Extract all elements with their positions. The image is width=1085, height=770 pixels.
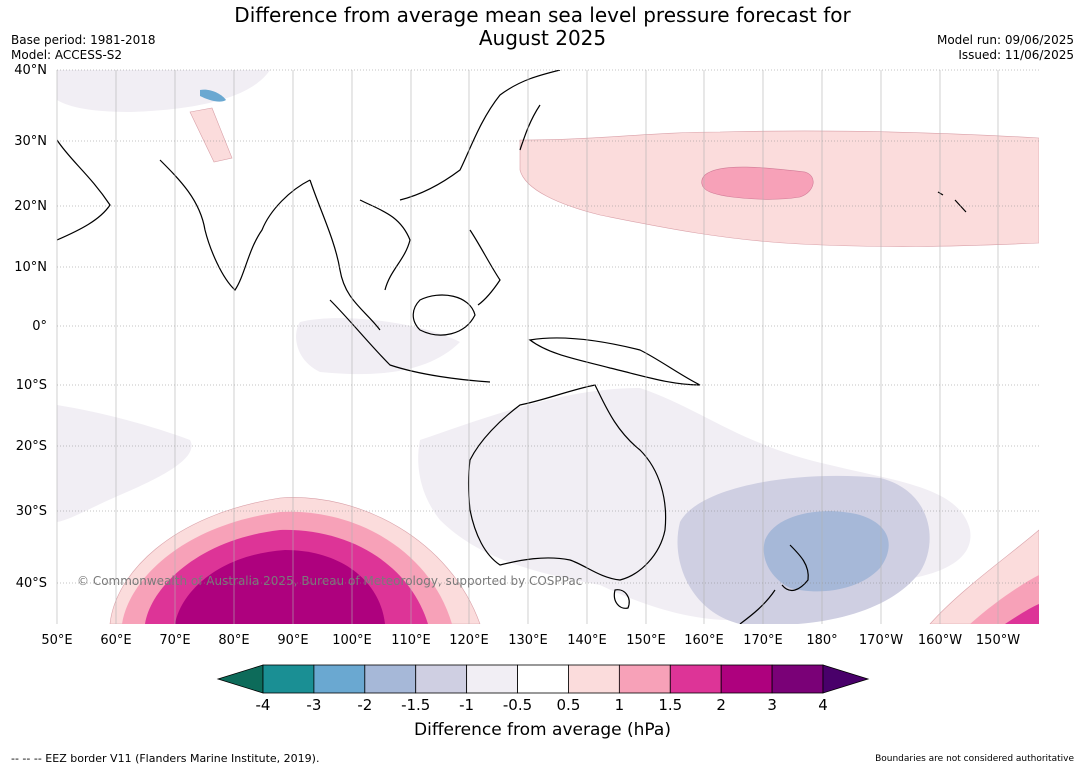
coast-nz-north: [781, 544, 809, 592]
lat-label: 10°S: [16, 378, 47, 393]
colorbar-tick-label: 4: [818, 696, 828, 714]
coast-sumatra-java: [329, 299, 491, 383]
colorbar-tick-labels: -4 -3 -2 -1.5 -1 -0.5 0.5 1 1.5 2 3 4: [256, 696, 828, 714]
lon-label: 130°E: [508, 633, 548, 648]
coast-arabia: [57, 139, 111, 241]
lat-label: 20°S: [16, 439, 47, 454]
lon-label: 160°E: [684, 633, 724, 648]
colorbar-segment: [618, 664, 671, 694]
lon-label: 120°E: [449, 633, 489, 648]
colorbar-tick-label: 3: [767, 696, 777, 714]
lon-label: 170°E: [743, 633, 783, 648]
lat-label: 10°N: [14, 260, 47, 275]
colorbar-under-arrow: [216, 664, 264, 694]
coast-borneo: [412, 294, 476, 336]
coast-nz-south: [739, 589, 776, 624]
meta-right: Model run: 09/06/2025 Issued: 11/06/2025: [937, 33, 1074, 63]
lon-label: 150°E: [626, 633, 666, 648]
colorbar-tick-label: -1.5: [401, 696, 430, 714]
colorbar-segment: [364, 664, 417, 694]
title-line-1: Difference from average mean sea level p…: [234, 3, 851, 27]
lat-label: 20°N: [14, 199, 47, 214]
title-line-2: August 2025: [478, 26, 607, 50]
anomaly-w-indian-ocean: [57, 405, 192, 522]
base-period: Base period: 1981-2018: [11, 33, 156, 47]
anomaly-fields: [57, 70, 1039, 624]
colorbar-tick-label: 2: [716, 696, 726, 714]
colorbar-segment: [720, 664, 773, 694]
anomaly-n-pacific-core: [701, 166, 814, 200]
coast-tasmania: [613, 589, 630, 609]
anomaly-equatorial: [296, 318, 460, 375]
coast-australia: [467, 384, 667, 581]
colorbar-segment: [517, 664, 569, 694]
coastlines: [57, 70, 967, 624]
meta-left: Base period: 1981-2018 Model: ACCESS-S2: [11, 33, 156, 63]
lon-label: 150°W: [976, 633, 1020, 648]
anomaly-himalaya: [57, 70, 270, 112]
coast-philippines: [469, 229, 501, 306]
colorbar-label: Difference from average (hPa): [414, 720, 671, 740]
coast-myanmar: [309, 179, 381, 331]
anomaly-s-indian-3: [175, 550, 385, 624]
lat-label: 40°N: [14, 63, 47, 78]
colorbar-tick-label: -3: [306, 696, 321, 714]
lon-label: 140°E: [567, 633, 607, 648]
colorbar-tick-label: -1: [459, 696, 474, 714]
colorbar-segment: [669, 664, 722, 694]
lat-label: 0°: [32, 319, 47, 334]
lon-labels: 50°E 60°E 70°E 80°E 90°E 100°E 110°E 120…: [41, 633, 1020, 648]
colorbar-tick-label: -4: [256, 696, 271, 714]
lon-label: 80°E: [218, 633, 249, 648]
coast-india: [159, 159, 311, 291]
lon-label: 70°E: [159, 633, 190, 648]
lon-label: 110°E: [391, 633, 431, 648]
colorbar: -4 -3 -2 -1.5 -1 -0.5 0.5 1 1.5 2 3 4: [216, 664, 870, 714]
anomaly-tasman-core: [763, 511, 889, 592]
colorbar-segment: [262, 664, 315, 694]
anomaly-se-pacific-2: [1005, 604, 1039, 624]
lon-label: 90°E: [277, 633, 308, 648]
anomaly-se-pacific-15: [970, 575, 1039, 624]
disclaimer: Boundaries are not considered authoritat…: [875, 754, 1074, 764]
issued-date: Issued: 11/06/2025: [958, 48, 1074, 62]
colorbar-segment: [771, 664, 824, 694]
anomaly-himalaya-core: [200, 89, 226, 102]
colorbar-segment: [568, 664, 620, 694]
lon-label: 170°W: [859, 633, 903, 648]
colorbar-segment: [415, 664, 468, 694]
lat-labels: 40°N 30°N 20°N 10°N 0° 10°S 20°S 30°S 40…: [14, 63, 47, 591]
lat-label: 30°S: [16, 504, 47, 519]
model-run: Model run: 09/06/2025: [936, 33, 1074, 47]
lat-label: 30°N: [14, 134, 47, 149]
copyright-note: © Commonwealth of Australia 2025, Bureau…: [77, 574, 583, 588]
lon-label: 100°E: [332, 633, 372, 648]
lon-label: 160°W: [918, 633, 962, 648]
colorbar-tick-label: -2: [357, 696, 372, 714]
coast-indochina: [359, 199, 411, 291]
meridians: [56, 70, 999, 624]
model-name: Model: ACCESS-S2: [11, 48, 123, 62]
lon-label: 180°: [806, 633, 837, 648]
colorbar-over-arrow: [822, 664, 870, 694]
colorbar-tick-label: 1.5: [658, 696, 682, 714]
coast-china: [399, 70, 561, 201]
colorbar-tick-label: 1: [615, 696, 625, 714]
lat-label: 40°S: [16, 576, 47, 591]
lon-label: 60°E: [100, 633, 131, 648]
colorbar-segment: [466, 664, 518, 694]
colorbar-tick-label: -0.5: [503, 696, 532, 714]
eez-note: -- -- -- EEZ border V11 (Flanders Marine…: [11, 752, 320, 765]
colorbar-tick-label: 0.5: [557, 696, 581, 714]
page-title: Difference from average mean sea level p…: [0, 4, 1085, 50]
anomaly-pakistan: [189, 107, 233, 163]
lon-label: 50°E: [41, 633, 72, 648]
colorbar-segments: [262, 664, 824, 694]
colorbar-segment: [313, 664, 366, 694]
